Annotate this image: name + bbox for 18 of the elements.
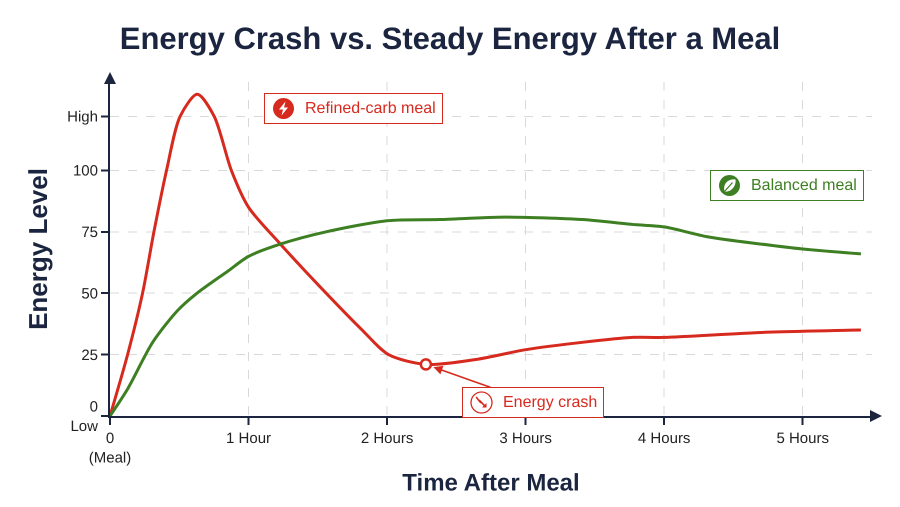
y-tick-label: 100 — [72, 162, 98, 180]
annotation: Energy crash — [503, 394, 598, 411]
x-tick-label: 2 Hours — [360, 430, 414, 447]
y-axis-title: Energy Level — [23, 168, 54, 330]
x-tick-label: 3 Hours — [499, 430, 552, 447]
x-tick-label: 4 Hours — [638, 430, 690, 447]
x-tick-label: 5 Hours — [776, 430, 829, 447]
y-tick-label: High — [67, 108, 98, 126]
x-tick-label: 1 Hour — [226, 430, 272, 447]
y-tick-label: 75 — [81, 224, 98, 242]
legend-label: Refined-carb meal — [304, 100, 436, 117]
line-series — [110, 92, 862, 416]
chart-title: Energy Crash vs. Steady Energy After a Meal — [120, 20, 780, 56]
x-axis-title: Time After Meal — [402, 469, 580, 496]
y-tick-label: 25 — [81, 346, 98, 364]
line-series — [110, 216, 862, 416]
y-tick-label: 50 — [81, 285, 98, 302]
legend-label: Balanced meal — [751, 177, 857, 194]
